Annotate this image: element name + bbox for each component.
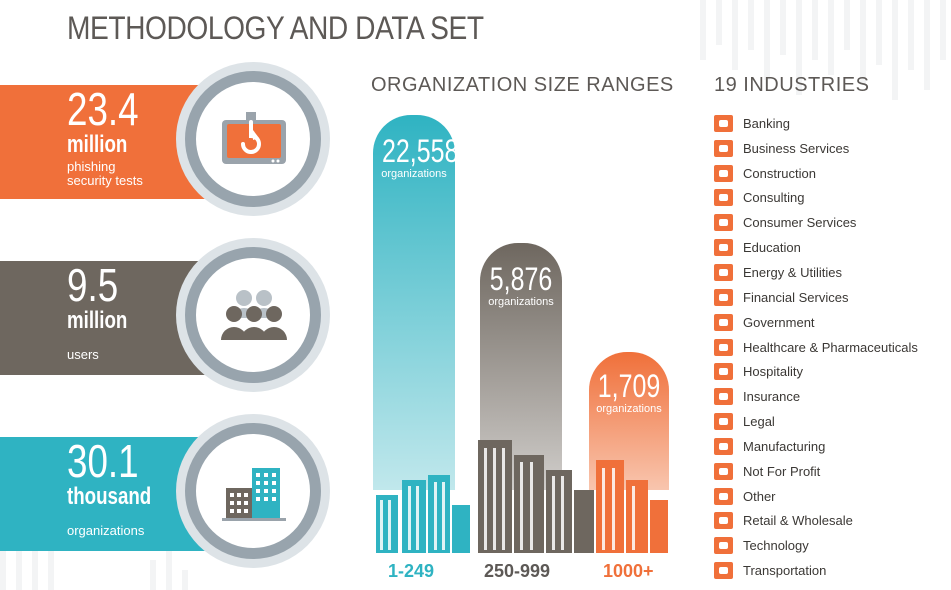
stat-desc-line: phishing (67, 159, 116, 174)
industries-title: 19 INDUSTRIES (714, 74, 870, 96)
stat-users: 9.5 million users (0, 238, 330, 392)
stat-unit: million (67, 307, 128, 334)
industry-label: Insurance (743, 389, 801, 405)
industry-label: Government (743, 314, 815, 330)
industry-label: Hospitality (743, 364, 803, 380)
page-title: METHODOLOGY AND DATA SET (67, 10, 484, 46)
range-label-small: 1-249 (388, 561, 435, 581)
caduceus-icon (714, 338, 733, 356)
industry-item: Technology (714, 533, 918, 558)
people-icon (714, 487, 733, 505)
money-bag-icon (714, 114, 733, 132)
users-group-icon (221, 290, 287, 340)
buildings-icon (222, 468, 286, 521)
industry-item: Transportation (714, 558, 918, 583)
stat-value: 30.1 (67, 435, 139, 487)
industry-label: Manufacturing (743, 438, 826, 454)
money-stack-icon (714, 288, 733, 306)
stat-phishing-tests: 23.4 million phishing security tests (0, 62, 330, 216)
stat-desc-line: security tests (67, 173, 143, 188)
industry-label: Other (743, 488, 776, 504)
industry-label: Healthcare & Pharmaceuticals (743, 339, 918, 355)
stat-ring (176, 238, 330, 392)
industry-label: Education (743, 240, 801, 256)
industry-label: Financial Services (743, 289, 849, 305)
industry-item: Not For Profit (714, 459, 918, 484)
bar-sublabel: organizations (488, 296, 554, 308)
industry-label: Legal (743, 414, 775, 430)
industry-item: Financial Services (714, 285, 918, 310)
bar-small-orgs: 22,558 organizations (373, 115, 459, 535)
phishing-hook-icon (222, 112, 286, 164)
industry-label: Energy & Utilities (743, 264, 842, 280)
industry-item: Education (714, 235, 918, 260)
graduation-cap-icon (714, 239, 733, 257)
factory-icon (714, 437, 733, 455)
business-people-icon (714, 139, 733, 157)
industry-item: Business Services (714, 136, 918, 161)
handshake-icon (714, 388, 733, 406)
bar-value: 1,709 (597, 368, 661, 404)
industry-label: Consulting (743, 190, 805, 206)
stat-unit: million (67, 131, 128, 158)
bar-value: 22,558 (382, 133, 459, 169)
range-label-large: 1000+ (603, 561, 654, 581)
industry-item: Consulting (714, 186, 918, 211)
range-label-medium: 250-999 (484, 561, 551, 581)
industry-item: Hospitality (714, 359, 918, 384)
truck-icon (714, 562, 733, 580)
capitol-building-icon (714, 313, 733, 331)
industry-label: Transportation (743, 563, 827, 579)
industry-item: Banking (714, 111, 918, 136)
light-bulb-icon (714, 263, 733, 281)
city-skyline-illustration (370, 440, 670, 555)
industry-label: Consumer Services (743, 215, 857, 231)
industry-item: Healthcare & Pharmaceuticals (714, 335, 918, 360)
industry-label: Construction (743, 165, 816, 181)
industry-label: Not For Profit (743, 463, 821, 479)
bar-chart-icon (714, 214, 733, 232)
industry-label: Technology (743, 538, 809, 554)
stat-ring (176, 414, 330, 568)
room-service-bell-icon (714, 363, 733, 381)
stat-unit: thousand (67, 483, 152, 510)
industry-item: Government (714, 310, 918, 335)
bar-value: 5,876 (489, 261, 553, 297)
stat-value: 9.5 (67, 259, 119, 311)
laptop-icon (714, 537, 733, 555)
pie-chart-icon (714, 189, 733, 207)
industries-list: Banking Business Services Construction C… (714, 111, 918, 583)
industry-item: Retail & Wholesale (714, 509, 918, 534)
stat-ring (176, 62, 330, 216)
industry-item: Consumer Services (714, 210, 918, 235)
stat-desc-line: users (67, 347, 99, 362)
stat-desc-line: organizations (67, 523, 145, 538)
industry-item: Other (714, 484, 918, 509)
shopping-cart-icon (714, 512, 733, 530)
bar-sublabel: organizations (596, 403, 662, 415)
bar-sublabel: organizations (381, 168, 447, 180)
industry-item: Insurance (714, 384, 918, 409)
industry-label: Retail & Wholesale (743, 513, 853, 529)
stat-organizations: 30.1 thousand organizations (0, 414, 330, 568)
industry-item: Energy & Utilities (714, 260, 918, 285)
industry-label: Business Services (743, 140, 850, 156)
industry-item: Legal (714, 409, 918, 434)
hard-hat-icon (714, 164, 733, 182)
gavel-icon (714, 413, 733, 431)
stat-value: 23.4 (67, 83, 139, 135)
heart-hand-icon (714, 462, 733, 480)
size-ranges-title: ORGANIZATION SIZE RANGES (371, 74, 674, 96)
industry-item: Construction (714, 161, 918, 186)
industry-item: Manufacturing (714, 434, 918, 459)
industry-label: Banking (743, 115, 790, 131)
